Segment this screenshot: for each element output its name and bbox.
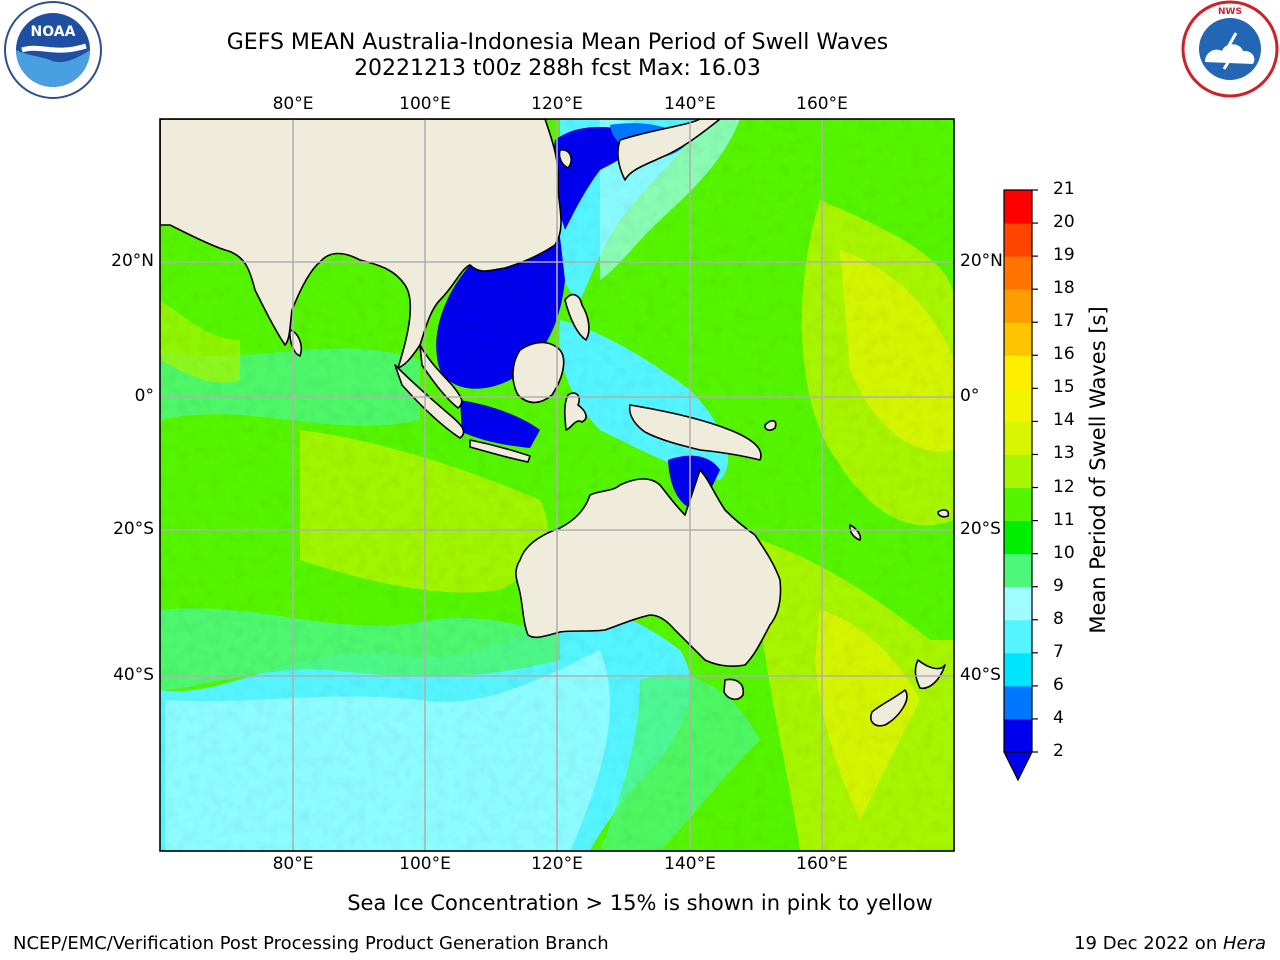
colorbar-segment	[1004, 421, 1032, 455]
colorbar-tick-label: 7	[1053, 641, 1064, 662]
colorbar-tick-label: 16	[1053, 344, 1075, 365]
colorbar-tick-label: 20	[1053, 212, 1075, 233]
colorbar-segment	[1004, 586, 1032, 621]
colorbar-segment	[1004, 454, 1032, 489]
title-line-1: GEFS MEAN Australia-Indonesia Mean Perio…	[226, 30, 889, 55]
colorbar-outline	[1003, 189, 1033, 753]
lat-label-right-40s: 40°S	[960, 665, 1001, 685]
lat-label-left-0: 0°	[134, 386, 154, 406]
colorbar-tick-label: 18	[1053, 278, 1075, 299]
colorbar-segment	[1004, 619, 1032, 654]
lat-label-right-20n: 20°N	[960, 251, 1003, 271]
lon-label-top-140e: 140°E	[664, 94, 716, 114]
colorbar-tick-label: 2	[1053, 741, 1064, 761]
lon-label-top-80e: 80°E	[272, 94, 314, 114]
colorbar-segment	[1004, 718, 1032, 753]
footer-date-text: 19 Dec 2022 on	[1074, 933, 1223, 954]
colorbar-tick-label: 19	[1053, 245, 1075, 266]
map-frame	[159, 118, 955, 852]
colorbar-tick-label: 21	[1053, 179, 1075, 199]
lon-label-bottom-140e: 140°E	[664, 854, 716, 874]
lat-label-right-20s: 20°S	[960, 519, 1001, 539]
lon-label-top-120e: 120°E	[531, 94, 583, 114]
lon-label-bottom-80e: 80°E	[272, 854, 314, 874]
colorbar-tick-label: 6	[1053, 674, 1064, 695]
colorbar-tick-label: 15	[1053, 377, 1075, 398]
footer-branch: NCEP/EMC/Verification Post Processing Pr…	[13, 933, 609, 954]
colorbar-segment	[1004, 553, 1032, 588]
lon-label-bottom-160e: 160°E	[796, 854, 848, 874]
colorbar-tick-label: 4	[1053, 707, 1064, 728]
colorbar-tick-label: 9	[1053, 575, 1064, 596]
graticule	[160, 119, 954, 851]
footer-machine: Hera	[1222, 933, 1266, 954]
colorbar-title: Mean Period of Swell Waves [s]	[1086, 306, 1110, 634]
sea-ice-note: Sea Ice Concentration > 15% is shown in …	[347, 891, 933, 915]
lon-label-bottom-100e: 100°E	[399, 854, 451, 874]
noaa-logo-icon: NOAA	[4, 1, 102, 99]
colorbar-tick-label: 8	[1053, 608, 1064, 629]
colorbar-segment	[1004, 487, 1032, 522]
title-line-2: 20221213 t00z 288h fcst Max: 16.03	[354, 56, 761, 81]
lon-label-bottom-120e: 120°E	[531, 854, 583, 874]
colorbar-tick-label: 11	[1053, 509, 1075, 530]
colorbar-tick-label: 13	[1053, 443, 1075, 464]
land-masses	[160, 119, 950, 727]
colorbar-segment	[1004, 685, 1032, 720]
colorbar	[1003, 189, 1038, 782]
svg-text:NWS: NWS	[1218, 7, 1242, 17]
lat-label-left-20s: 20°S	[113, 519, 154, 539]
colorbar-tick-label: 14	[1053, 410, 1075, 431]
colorbar-segment	[1004, 223, 1032, 257]
colorbar-segment	[1004, 388, 1032, 422]
colorbar-segment	[1004, 355, 1032, 389]
footer-date: 19 Dec 2022 on Hera	[1074, 933, 1266, 954]
colorbar-tick-label: 12	[1053, 476, 1075, 497]
lon-label-top-160e: 160°E	[796, 94, 848, 114]
colorbar-segment	[1004, 322, 1032, 356]
lat-label-left-40s: 40°S	[113, 665, 154, 685]
colorbar-extend-arrow	[1003, 751, 1033, 782]
colorbar-tick-label: 10	[1053, 542, 1075, 563]
lat-label-right-0: 0°	[960, 386, 980, 406]
lat-label-left-20n: 20°N	[111, 251, 154, 271]
colorbar-segment	[1004, 652, 1032, 687]
colorbar-segment	[1004, 256, 1032, 290]
colorbar-tick-label: 17	[1053, 311, 1075, 332]
colorbar-segment	[1004, 190, 1032, 224]
nws-logo-icon: NWS	[1181, 0, 1279, 98]
colorbar-segment	[1004, 520, 1032, 555]
lon-label-top-100e: 100°E	[399, 94, 451, 114]
colorbar-segment	[1004, 289, 1032, 323]
noaa-logo-text: NOAA	[31, 24, 76, 40]
